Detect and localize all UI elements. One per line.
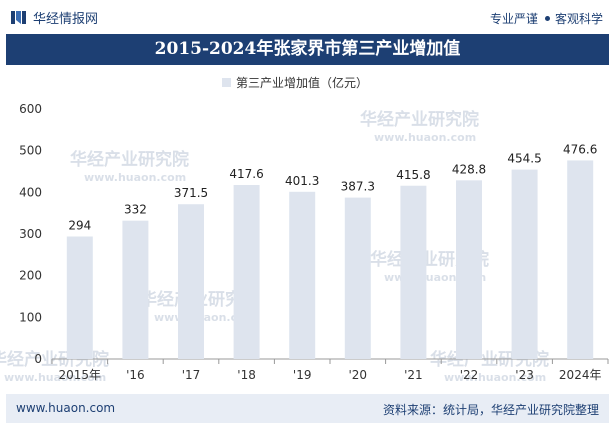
x-tick-label: 2024年 — [559, 368, 602, 382]
legend: 第三产业增加值（亿元） — [222, 75, 368, 90]
chart-title: 2015-2024年张家界市第三产业增加值 — [6, 34, 609, 65]
chart-area: 华经产业研究院 www.huaon.com 华经产业研究院 www.huaon.com… — [0, 65, 615, 392]
bar-value-label: 401.3 — [285, 174, 319, 188]
bar-value-label: 387.3 — [341, 180, 375, 194]
brand[interactable]: 华经情报网 — [10, 8, 98, 27]
bar-value-label: 294 — [68, 219, 91, 233]
bar-value-label: 417.6 — [229, 167, 263, 181]
watermark-url: www.huaon.com — [444, 371, 546, 384]
legend-swatch — [222, 78, 231, 87]
watermark-text: 华经产业研究院 — [360, 109, 479, 130]
footer-website[interactable]: www.huaon.com — [16, 401, 116, 415]
bar-value-label: 454.5 — [507, 152, 541, 166]
bar — [511, 169, 538, 359]
x-tick-label: '19 — [293, 368, 312, 382]
brand-logo-icon — [11, 11, 26, 24]
y-tick-label: 200 — [19, 269, 42, 283]
bar — [66, 236, 93, 359]
bar-value-label: 415.8 — [396, 168, 430, 182]
bar — [567, 160, 594, 359]
x-tick-label: '23 — [515, 368, 534, 382]
brand-name: 华经情报网 — [33, 12, 99, 27]
bar-value-label: 371.5 — [174, 186, 208, 200]
y-tick-label: 100 — [19, 310, 42, 324]
bar-value-label: 332 — [124, 203, 147, 217]
tagline: 专业严谨 客观科学 — [490, 10, 603, 27]
bar-chart: 华经产业研究院www.huaon.com华经产业研究院www.huaon.com… — [0, 75, 609, 384]
value-labels: 294 332 371.5 417.6 401.3 387.3 415.8 428.8 454.… — [68, 142, 597, 232]
watermark-url: www.huaon.com — [374, 131, 476, 144]
bar-value-label: 476.6 — [563, 142, 597, 156]
bar — [178, 204, 204, 359]
tagline-left: 专业严谨 — [489, 12, 538, 26]
bar — [122, 220, 149, 359]
footer-source: 资料来源：统计局，华经产业研究院整理 — [382, 403, 599, 417]
x-axis: 2015年 '16 '17 '18 '19 '20 '21 '22 '23 2024年 — [51, 359, 609, 382]
x-tick-label: '20 — [349, 368, 368, 382]
legend-label: 第三产业增加值（亿元） — [236, 75, 368, 90]
bar — [344, 197, 371, 359]
separator-dot-icon — [544, 16, 550, 21]
y-tick-label: 0 — [34, 352, 42, 366]
watermark-url: www.huaon.com — [4, 371, 106, 384]
bar — [400, 185, 427, 359]
y-tick-label: 600 — [19, 102, 42, 116]
x-tick-label: '17 — [182, 368, 201, 382]
x-tick-label: '18 — [237, 368, 256, 382]
x-tick-label: '21 — [404, 368, 423, 382]
x-tick-label: 2015年 — [59, 368, 102, 382]
tagline-right: 客观科学 — [554, 12, 603, 26]
x-tick-label: '16 — [126, 368, 145, 382]
footer: www.huaon.com 资料来源：统计局，华经产业研究院整理 — [6, 394, 609, 423]
top-bar: 华经情报网 专业严谨 客观科学 — [0, 0, 615, 34]
watermark-text: 华经产业研究院 — [70, 149, 189, 170]
bars — [66, 160, 594, 359]
bar — [233, 185, 260, 359]
bar — [456, 180, 482, 359]
y-tick-label: 500 — [19, 144, 42, 158]
y-tick-label: 400 — [19, 185, 42, 199]
x-tick-label: '22 — [460, 368, 479, 382]
watermark-url: www.huaon.com — [84, 171, 186, 184]
bar-value-label: 428.8 — [452, 162, 486, 176]
bar — [289, 191, 316, 359]
y-tick-label: 300 — [19, 227, 42, 241]
